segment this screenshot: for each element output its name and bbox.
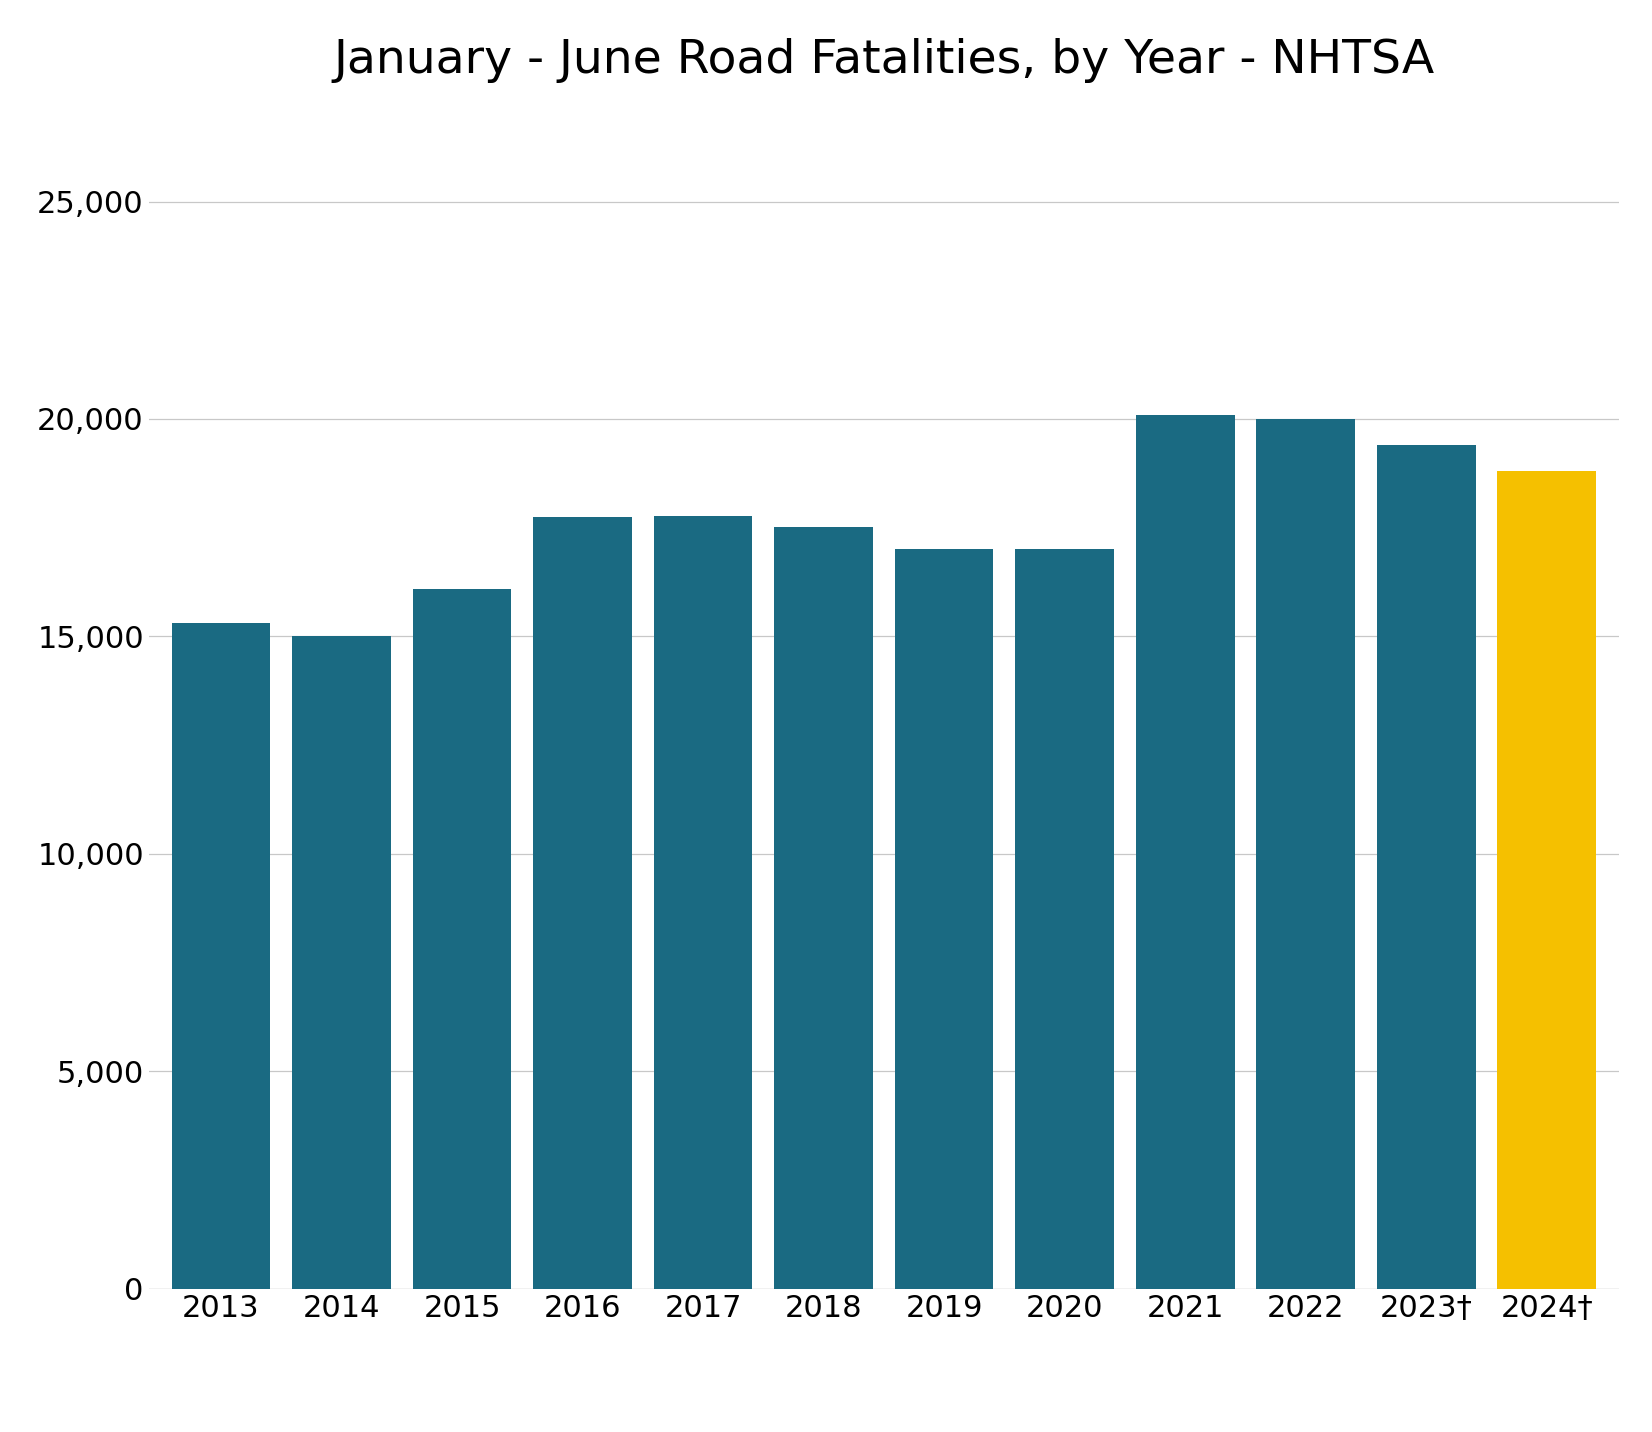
Bar — [1256, 420, 1355, 1289]
Bar — [654, 516, 752, 1289]
Bar — [1376, 445, 1475, 1289]
Title: January - June Road Fatalities, by Year - NHTSA: January - June Road Fatalities, by Year … — [334, 37, 1434, 83]
Bar — [895, 550, 993, 1289]
Bar — [1135, 415, 1234, 1289]
Bar — [534, 517, 633, 1289]
Bar — [172, 623, 271, 1289]
Bar — [1016, 548, 1113, 1289]
Bar — [413, 589, 512, 1289]
Bar — [1497, 471, 1596, 1289]
Bar — [292, 636, 392, 1289]
Bar — [775, 527, 872, 1289]
